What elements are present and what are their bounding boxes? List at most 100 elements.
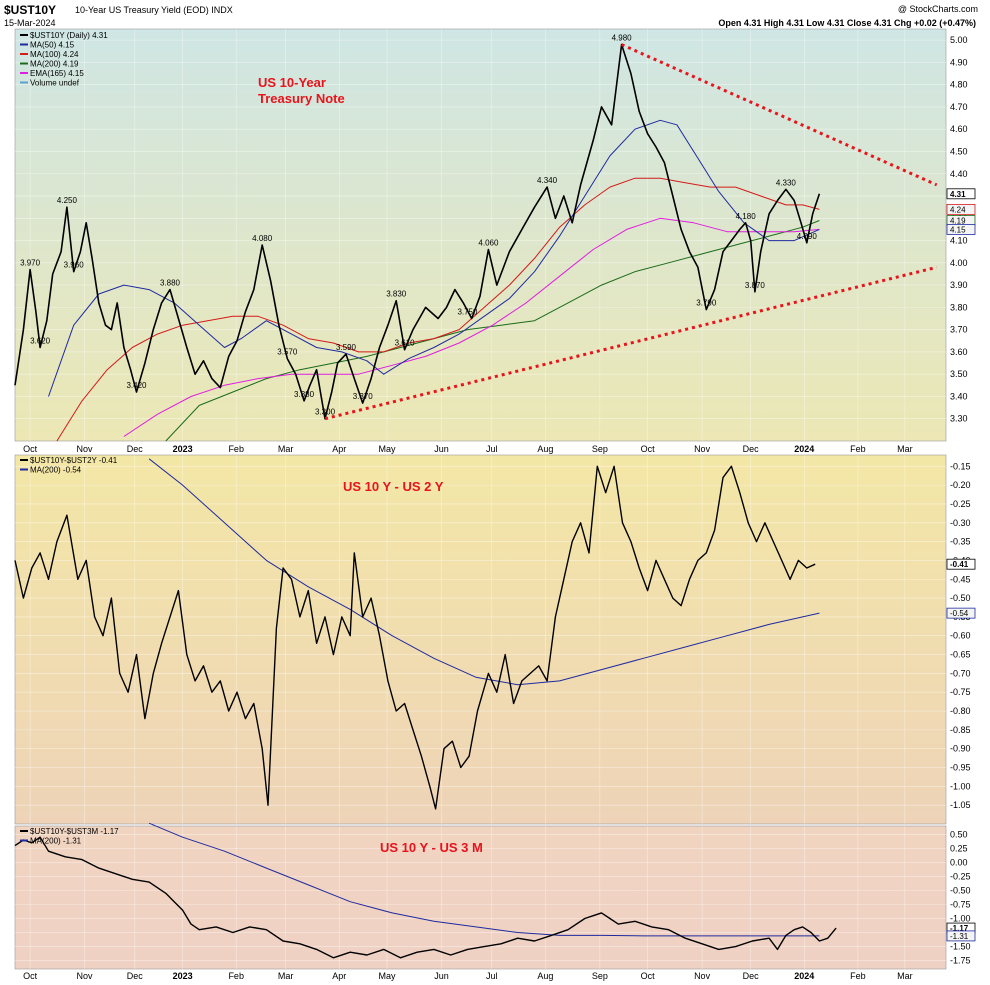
x-tick-label: Jun — [434, 444, 449, 454]
y-tick-label: 4.60 — [950, 124, 968, 134]
legend-entry: Volume undef — [30, 79, 80, 88]
x-tick-label: Oct — [23, 444, 38, 454]
y-tick-label: -0.45 — [950, 574, 971, 584]
y-tick-label: -1.05 — [950, 800, 971, 810]
last-value-tag — [946, 188, 976, 200]
x-tick-label: Dec — [743, 971, 760, 981]
y-tick-label: 4.70 — [950, 102, 968, 112]
data-label: 4.080 — [252, 234, 273, 243]
x-tick-label: Nov — [694, 971, 711, 981]
y-tick-label: 3.70 — [950, 325, 968, 335]
x-tick-label: Nov — [77, 444, 94, 454]
panel-1-background — [14, 28, 947, 442]
y-tick-label: -0.75 — [950, 687, 971, 697]
x-tick-label: Feb — [228, 444, 244, 454]
data-label: 4.060 — [478, 238, 499, 247]
series-ma200-line — [148, 822, 820, 937]
y-tick-label: 0.00 — [950, 857, 968, 867]
y-tick-label: -0.25 — [950, 871, 971, 881]
panel-2-title: US 10 Y - US 2 Y — [343, 479, 444, 494]
x-tick-label: Aug — [537, 971, 553, 981]
y-tick-label: 5.00 — [950, 35, 968, 45]
y-tick-label: 3.60 — [950, 347, 968, 357]
y-tick-label: -1.00 — [950, 781, 971, 791]
watermark: @ StockCharts.com — [898, 4, 978, 14]
last-value-label: 4.19 — [950, 217, 966, 226]
data-label: 4.330 — [776, 178, 797, 187]
series-ma50-line — [48, 119, 820, 397]
x-tick-label: Jun — [434, 971, 449, 981]
y-tick-label: -0.65 — [950, 650, 971, 660]
last-value-label: -1.17 — [950, 924, 969, 933]
y-tick-label: -0.50 — [950, 593, 971, 603]
data-label: 3.590 — [336, 343, 357, 352]
panel-1-title-line-2: Treasury Note — [258, 91, 345, 106]
last-value-tag — [946, 224, 976, 235]
y-tick-label: 3.30 — [950, 414, 968, 424]
last-value-tag — [946, 607, 976, 619]
legend-entry: MA(200) -1.31 — [30, 837, 82, 846]
data-label: 3.380 — [294, 390, 315, 399]
x-tick-label: Nov — [694, 444, 711, 454]
last-value-label: -0.54 — [950, 609, 969, 618]
x-tick-label: Jul — [486, 444, 498, 454]
y-tick-label: -0.85 — [950, 725, 971, 735]
series-spread-line — [14, 836, 837, 959]
y-tick-label: -0.60 — [950, 631, 971, 641]
y-tick-label: -0.20 — [950, 480, 971, 490]
y-tick-label: -0.50 — [950, 885, 971, 895]
y-tick-label: -0.30 — [950, 518, 971, 528]
y-tick-label: 0.25 — [950, 843, 968, 853]
x-tick-label: Oct — [23, 971, 38, 981]
x-tick-label: Oct — [641, 971, 656, 981]
x-tick-label: Feb — [850, 444, 866, 454]
data-label: 3.300 — [315, 408, 336, 417]
legend-entry: EMA(165) 4.15 — [30, 69, 84, 78]
data-label: 3.610 — [395, 339, 416, 348]
y-tick-label: -1.75 — [950, 956, 971, 966]
data-label: 4.180 — [736, 212, 757, 221]
data-label: 3.880 — [160, 279, 181, 288]
x-tick-label: Dec — [127, 971, 144, 981]
y-tick-label: -1.00 — [950, 914, 971, 924]
last-value-label: -1.31 — [950, 932, 969, 941]
legend-entry: MA(50) 4.15 — [30, 41, 75, 50]
x-tick-label: May — [379, 971, 397, 981]
last-value-tag — [946, 203, 976, 215]
legend-entry: $UST10Y-$UST2Y -0.41 — [30, 456, 118, 465]
data-label: 3.750 — [457, 308, 478, 317]
x-tick-label: Mar — [897, 444, 913, 454]
y-tick-label: 3.90 — [950, 280, 968, 290]
y-tick-label: 3.80 — [950, 302, 968, 312]
x-tick-label: Apr — [332, 971, 346, 981]
series-price-line — [14, 43, 821, 420]
data-label: 3.420 — [126, 381, 147, 390]
chart-symbol: $UST10Y — [4, 3, 56, 17]
trendline — [621, 43, 938, 187]
y-tick-label: 3.50 — [950, 369, 968, 379]
x-tick-label: Nov — [77, 971, 94, 981]
legend-entry: MA(100) 4.24 — [30, 50, 79, 59]
data-label: 3.620 — [30, 336, 51, 345]
legend-entry: $UST10Y-$UST3M -1.17 — [30, 827, 119, 836]
series-spread-line — [14, 465, 816, 810]
data-label: 3.960 — [64, 261, 85, 270]
y-tick-label: 4.80 — [950, 80, 968, 90]
last-value-label: 4.31 — [950, 190, 966, 199]
x-tick-label: Sep — [592, 971, 608, 981]
x-tick-label: Jul — [486, 971, 498, 981]
x-tick-label: Apr — [332, 444, 346, 454]
y-tick-label: 3.40 — [950, 391, 968, 401]
y-tick-label: -1.50 — [950, 942, 971, 952]
data-label: 3.970 — [20, 259, 41, 268]
y-tick-label: -0.90 — [950, 744, 971, 754]
data-label: 3.570 — [277, 348, 298, 357]
x-tick-label: 2024 — [794, 971, 814, 981]
quote-summary: Open 4.31 High 4.31 Low 4.31 Close 4.31 … — [718, 18, 976, 28]
x-tick-label: Feb — [228, 971, 244, 981]
x-tick-label: Feb — [850, 971, 866, 981]
last-value-label: 4.24 — [950, 205, 966, 214]
y-tick-label: 4.50 — [950, 146, 968, 156]
last-value-label: 4.15 — [950, 225, 966, 234]
